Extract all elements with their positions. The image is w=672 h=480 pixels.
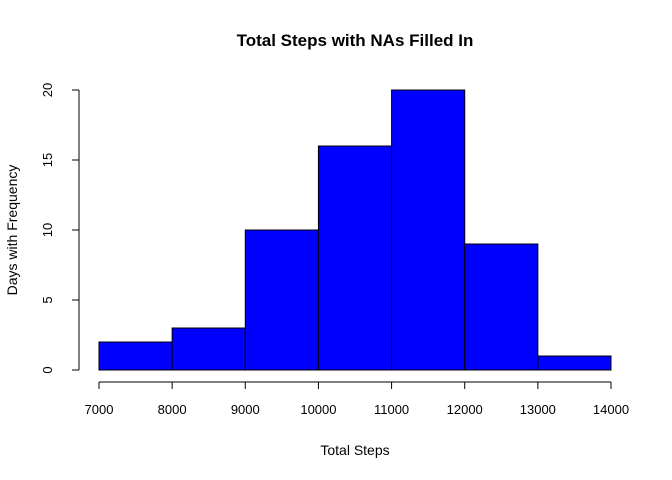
histogram-bar-10000-11000 [317, 145, 393, 371]
histogram-bar-13000-14000 [537, 355, 612, 371]
histogram-bar-7000-8000 [98, 341, 173, 371]
x-tick-label-9000: 9000 [231, 402, 260, 417]
x-tick-label-10000: 10000 [300, 402, 336, 417]
x-tick-label-11000: 11000 [374, 402, 409, 417]
x-tick-label-14000: 14000 [593, 402, 629, 417]
y-tick-label-0: 0 [40, 366, 55, 373]
histogram-bar-9000-10000 [244, 229, 319, 371]
y-tick-label-5: 5 [40, 296, 55, 303]
histogram-bar-8000-9000 [171, 327, 246, 371]
histogram-bar-12000-13000 [464, 243, 539, 371]
y-tick-label-10: 10 [40, 223, 55, 237]
chart-title: Total Steps with NAs Filled In [237, 31, 474, 50]
histogram-bar-11000-12000 [391, 89, 466, 371]
y-tick-label-20: 20 [40, 83, 55, 97]
x-tick-label-8000: 8000 [158, 402, 187, 417]
x-tick-label-12000: 12000 [447, 402, 483, 417]
x-axis-label: Total Steps [320, 442, 389, 458]
bars-group [98, 89, 612, 371]
x-tick-label-7000: 7000 [85, 402, 114, 417]
x-tick-label-13000: 13000 [520, 402, 556, 417]
x-axis: 7000 8000 9000 10000 11000 12000 13000 14000 [85, 381, 629, 417]
y-axis: 0 5 10 15 20 [40, 83, 80, 374]
y-tick-label-15: 15 [40, 153, 55, 167]
y-axis-label: Days with Frequency [4, 165, 20, 296]
